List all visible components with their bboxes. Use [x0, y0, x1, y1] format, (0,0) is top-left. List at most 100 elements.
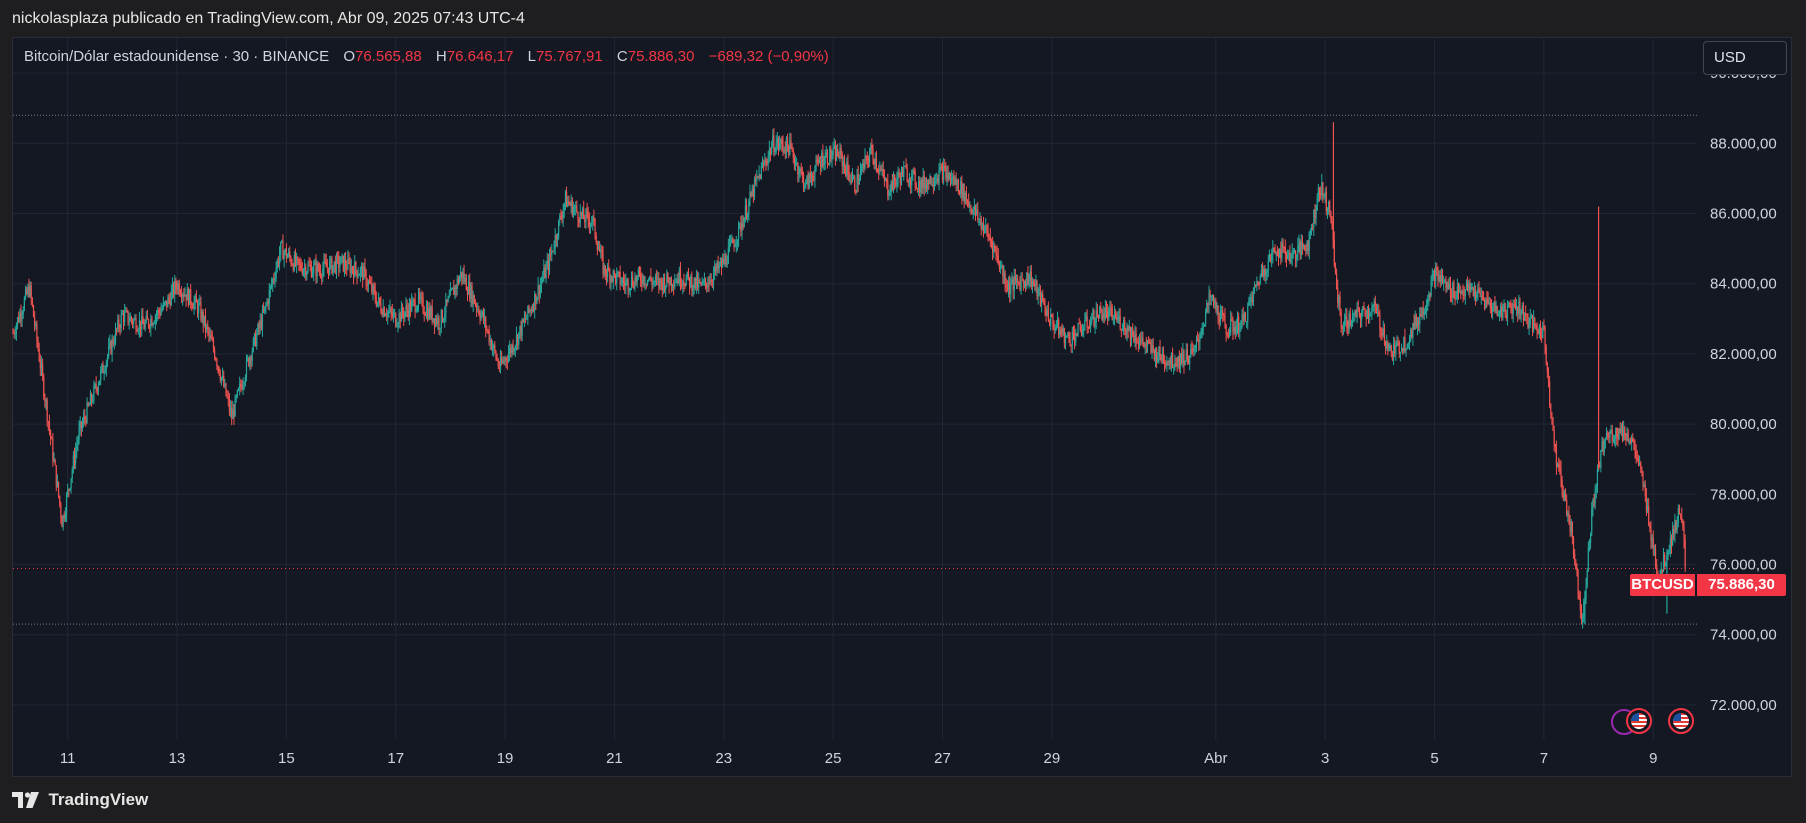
candle-body [428, 307, 430, 320]
candle-body [925, 183, 928, 190]
candle-body [63, 515, 65, 519]
candle-body [710, 280, 712, 282]
candle-body [1397, 341, 1399, 343]
candle-body [1466, 283, 1469, 291]
candle-body [1025, 281, 1027, 287]
candle-body [1085, 316, 1087, 321]
candle-body [1353, 313, 1355, 316]
candle-body [440, 309, 442, 329]
symbol-description[interactable]: Bitcoin/Dólar estadounidense · 30 · BINA… [24, 48, 330, 65]
candle-body [235, 396, 237, 398]
candle-body [1370, 313, 1372, 315]
candle-body [1675, 520, 1677, 531]
candle-body [392, 313, 395, 317]
candle-body [1476, 294, 1478, 299]
candle-body [1624, 427, 1626, 437]
candle-body [1067, 333, 1069, 336]
candle-body [44, 396, 46, 402]
candle-body [444, 314, 446, 320]
candle-body [1238, 316, 1240, 333]
candle-body [54, 459, 56, 466]
candle-body [720, 260, 723, 268]
candle-body [1247, 305, 1249, 322]
candle-body [147, 319, 150, 327]
change-value: −689,32 (−0,90%) [708, 48, 829, 65]
candle-body [577, 212, 579, 221]
candle-body [1161, 353, 1163, 361]
candle-body [1464, 289, 1466, 297]
candle-body [1567, 513, 1569, 516]
candle-body [671, 285, 674, 287]
candle-body [218, 367, 220, 375]
candle-body [1610, 430, 1612, 433]
candle-body [1634, 442, 1636, 451]
candle-body [65, 495, 68, 514]
candle-body [1579, 598, 1581, 610]
candle-body [264, 306, 266, 312]
footer-branding[interactable]: TradingView [12, 790, 148, 814]
us-flag-event-icon[interactable] [1626, 708, 1652, 734]
candle-body [654, 276, 657, 282]
candle-body [108, 345, 110, 356]
candle-body [193, 301, 195, 309]
candle-body [1609, 432, 1611, 438]
tradingview-logo-icon [12, 792, 39, 808]
candle-body [875, 158, 878, 169]
candle-body [1498, 314, 1501, 316]
candle-body [1523, 313, 1526, 321]
candle-body [662, 277, 665, 291]
candle-body [35, 324, 37, 326]
candle-body [600, 249, 602, 252]
chart-pane[interactable] [12, 37, 1792, 777]
candle-body [517, 335, 519, 345]
candle-body [741, 223, 743, 232]
candle-body [633, 285, 635, 289]
candle-body [1420, 314, 1422, 317]
candle-body [1176, 364, 1178, 366]
candle-body [1582, 616, 1584, 622]
candle-body [389, 308, 391, 312]
candle-body [1681, 515, 1683, 523]
candle-body [1648, 506, 1650, 526]
candle-body [39, 361, 41, 369]
candle-body [727, 247, 729, 264]
candle-body [1635, 450, 1637, 459]
candle-body [1084, 320, 1086, 329]
candle-body [736, 239, 739, 244]
symbol-legend[interactable]: Bitcoin/Dólar estadounidense · 30 · BINA… [24, 48, 829, 65]
candle-body [29, 285, 31, 296]
candle-body [707, 284, 709, 288]
candle-body [1486, 298, 1488, 300]
candle-body [1192, 349, 1194, 352]
candle-body [93, 385, 95, 401]
candle-body [915, 185, 917, 188]
currency-button[interactable]: USD [1703, 41, 1787, 75]
candle-body [1127, 325, 1129, 332]
candle-body [1631, 438, 1633, 443]
candle-body [346, 267, 348, 270]
candle-body [308, 265, 310, 267]
candle-body [1443, 281, 1445, 284]
candle-body [665, 285, 667, 291]
candle-body [520, 326, 522, 336]
time-tick-label: 27 [934, 750, 951, 767]
candle-body [1265, 273, 1267, 277]
candle-body [1578, 594, 1580, 599]
candle-body [20, 312, 22, 319]
candle-body [1322, 182, 1324, 197]
candle-body [1077, 322, 1079, 336]
candle-body [669, 277, 671, 286]
candle-body [870, 145, 872, 154]
candle-body [456, 278, 458, 289]
candle-body [72, 455, 74, 470]
candle-body [1052, 317, 1054, 325]
candle-body [970, 204, 972, 211]
us-flag-event-icon[interactable] [1668, 708, 1694, 734]
candle-body [70, 478, 72, 489]
candle-body [1218, 318, 1220, 323]
candle-body [1601, 441, 1603, 451]
candle-body [1415, 315, 1417, 328]
candle-body [447, 297, 449, 302]
candle-body [239, 383, 241, 389]
